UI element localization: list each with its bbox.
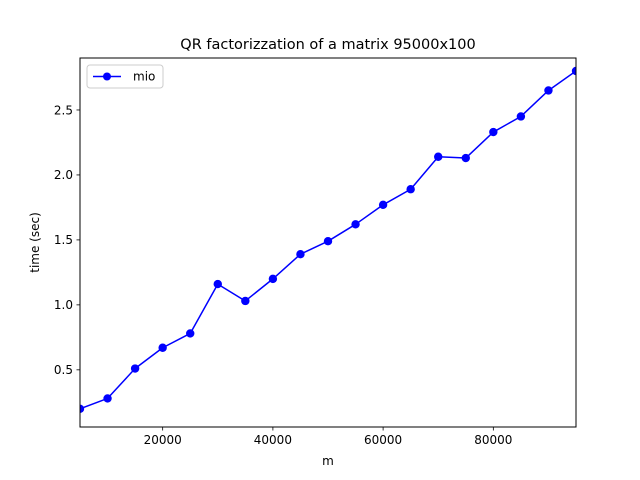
x-axis-label: m — [322, 454, 334, 468]
data-point-marker — [296, 249, 305, 259]
data-point-marker — [516, 112, 526, 121]
y-tick-label: 2.5 — [54, 103, 73, 117]
data-point-marker — [571, 66, 576, 76]
data-point-marker — [241, 296, 250, 306]
x-axis-ticks: 20000 40000 60000 80000 — [144, 427, 512, 447]
data-point-marker — [130, 364, 140, 373]
x-tick-label: 80000 — [474, 433, 512, 447]
data-point-marker — [323, 237, 333, 246]
data-point-marker — [103, 394, 112, 403]
y-axis-label: time (sec) — [28, 212, 42, 273]
data-point-marker — [378, 200, 388, 210]
data-point-marker — [544, 86, 553, 95]
y-tick-label: 1.5 — [54, 233, 73, 247]
x-tick-label: 20000 — [144, 433, 182, 447]
chart-title: QR factorizzation of a matrix 95000x100 — [180, 37, 475, 53]
legend-entry-label: mio — [133, 70, 155, 84]
data-point-marker — [268, 274, 278, 284]
legend-marker-sample — [103, 72, 111, 81]
x-tick-label: 40000 — [254, 433, 292, 447]
data-point-marker — [80, 404, 85, 414]
x-tick-label: 60000 — [364, 433, 402, 447]
axes-frame — [79, 57, 577, 428]
series-group — [80, 66, 576, 414]
y-tick-label: 0.5 — [54, 363, 73, 377]
legend-box — [86, 64, 164, 89]
series-layer — [80, 66, 576, 414]
legend: mio — [86, 64, 164, 89]
data-point-marker — [351, 220, 360, 229]
data-point-marker — [461, 153, 470, 163]
y-tick-label: 1.0 — [54, 298, 73, 312]
data-point-marker — [406, 185, 415, 194]
data-point-marker — [158, 343, 167, 352]
y-tick-label: 2.0 — [54, 168, 73, 182]
data-point-marker — [489, 127, 498, 137]
data-point-marker — [186, 329, 195, 338]
data-point-marker — [434, 152, 443, 161]
y-axis-ticks: 0.5 1.0 1.5 2.0 2.5 — [54, 103, 80, 377]
data-point-marker — [213, 279, 222, 289]
